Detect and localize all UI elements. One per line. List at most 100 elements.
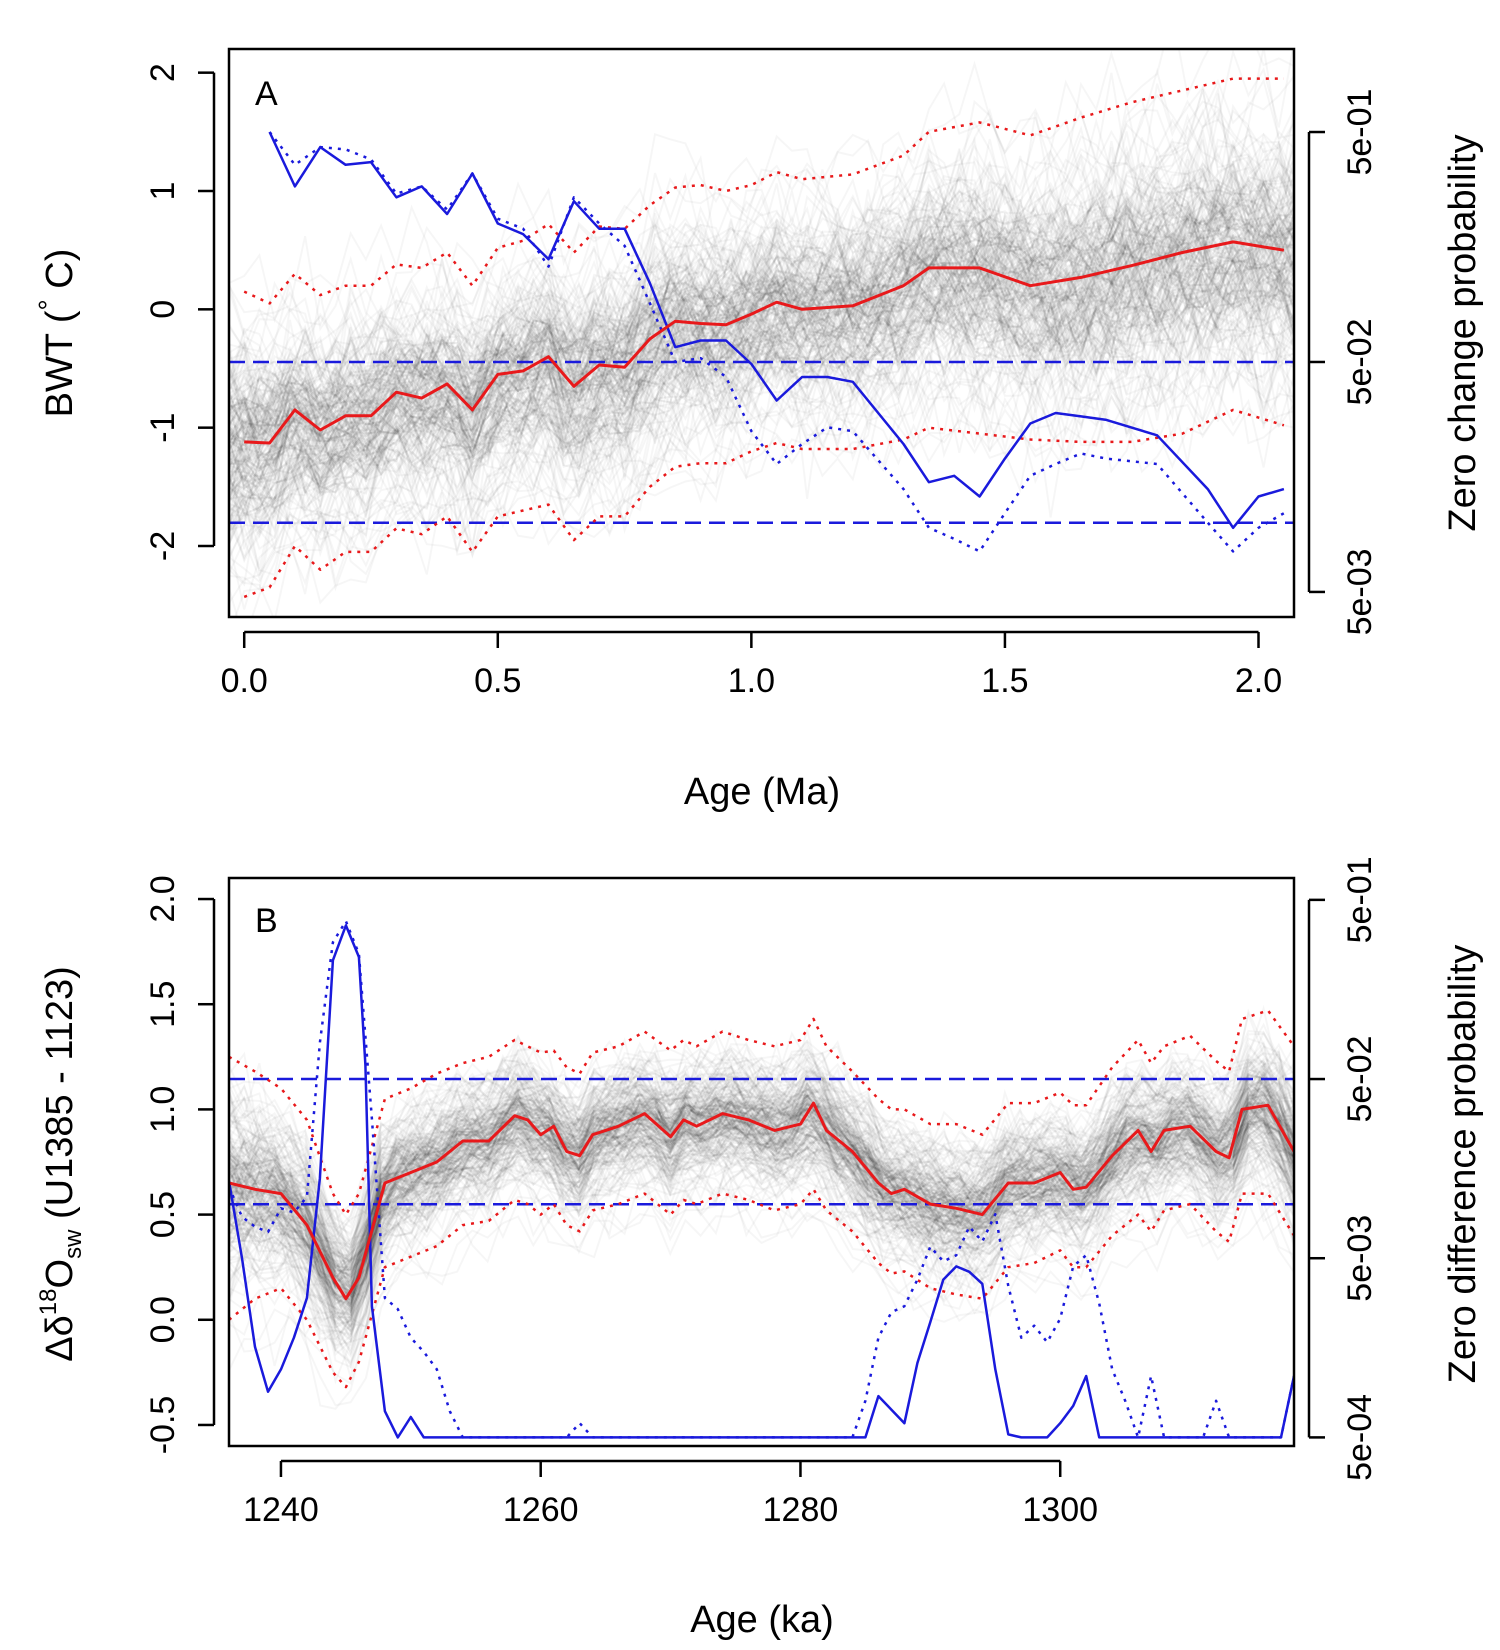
ensemble-line	[229, 189, 1294, 439]
y-tick-label: 0	[144, 300, 182, 319]
ensemble-line	[229, 1119, 1294, 1316]
ensemble-line	[229, 1129, 1294, 1343]
ensemble-line	[229, 1090, 1294, 1278]
ensemble-line	[229, 1113, 1294, 1299]
ensemble-line	[229, 193, 1294, 467]
ensemble-line	[229, 1112, 1294, 1301]
y2-tick-label: 5e-02	[1341, 1036, 1379, 1123]
panel-a-ensemble	[229, 162, 1294, 531]
ensemble-line	[229, 231, 1294, 474]
ensemble-line	[229, 1070, 1294, 1289]
panel-a-frame	[227, 47, 1296, 619]
panel-b-x-axis-title: Age (ka)	[690, 1599, 834, 1641]
ensemble-line	[229, 175, 1294, 425]
ensemble-line	[229, 268, 1294, 512]
ensemble-line	[229, 180, 1294, 413]
ensemble-line	[229, 178, 1294, 451]
panel-a-ylabel-base: BWT (	[39, 310, 81, 417]
ensemble-line	[229, 188, 1294, 443]
ensemble-line	[229, 258, 1294, 470]
ensemble-line	[229, 1119, 1294, 1308]
y-tick-label: 1.5	[144, 981, 182, 1028]
ensemble-line	[229, 217, 1294, 453]
ensemble-line	[229, 1110, 1294, 1305]
ensemble-line	[229, 178, 1294, 430]
ensemble-line	[229, 1125, 1294, 1326]
y-tick-label: 1	[144, 182, 182, 201]
panel-b-axes: 1240 1260 1280 1300 -0.5 0.0 0.5 1.0 1.5 2.0 5e-04…	[144, 856, 1379, 1529]
panel-b-ylabel-sup: 18	[35, 1288, 62, 1315]
ensemble-line	[229, 1135, 1294, 1333]
y-tick-label: -2	[144, 531, 182, 561]
ensemble-line	[229, 245, 1294, 484]
x-tick-label: 1300	[1022, 1491, 1098, 1529]
panel-b-y2-axis-title: Zero difference probability	[1442, 945, 1484, 1384]
series-upper-bound-line	[229, 1009, 1294, 1216]
ensemble-line	[229, 254, 1294, 478]
ensemble-line	[229, 1073, 1294, 1280]
ensemble-line	[229, 1127, 1294, 1328]
x-tick-label: 1260	[503, 1491, 579, 1529]
panel-a-ylabel-degree: °	[33, 299, 64, 310]
series-lower-bound-line	[229, 1188, 1294, 1389]
panel-a-label: A	[255, 75, 278, 113]
ensemble-line	[229, 1088, 1294, 1290]
panel-b-ylabel-delta: Δδ	[39, 1315, 81, 1362]
panel-a-ylabel-unit: C)	[39, 249, 81, 300]
series-median-line	[244, 240, 1285, 445]
ensemble-line	[229, 1075, 1294, 1268]
ensemble-line	[229, 215, 1294, 444]
ensemble-line	[229, 1105, 1294, 1306]
x-tick-label: 1.0	[728, 662, 775, 700]
ensemble-line	[229, 1083, 1294, 1294]
y2-tick-label: 5e-01	[1341, 856, 1379, 943]
ensemble-line	[229, 205, 1294, 448]
ensemble-line	[229, 189, 1294, 439]
ensemble-line	[229, 292, 1294, 516]
series-median-line	[229, 1101, 1294, 1301]
panel-a-series	[229, 77, 1294, 599]
ensemble-line	[229, 266, 1294, 503]
panel-a-x-axis-title: Age (Ma)	[684, 771, 840, 813]
ensemble-line	[229, 162, 1294, 396]
ensemble-line	[229, 258, 1294, 501]
ensemble-line	[229, 1077, 1294, 1273]
x-tick-label: 1280	[763, 1491, 839, 1529]
ensemble-line	[229, 242, 1294, 486]
ensemble-line	[229, 1110, 1294, 1300]
ensemble-line	[229, 223, 1294, 464]
panel-b-y-axis-title: Δδ18Osw (U1385 - 1123)	[35, 966, 87, 1361]
ensemble-line	[229, 1099, 1294, 1303]
ensemble-line	[229, 1116, 1294, 1323]
ensemble-line	[229, 1057, 1294, 1257]
ensemble-line	[229, 1074, 1294, 1282]
x-tick-label: 0.0	[221, 662, 268, 700]
ensemble-line	[229, 1093, 1294, 1300]
ensemble-line	[229, 1096, 1294, 1288]
x-tick-label: 1240	[243, 1491, 319, 1529]
panel-b-label: B	[255, 902, 278, 940]
series-probability-line	[229, 924, 1294, 1439]
y2-tick-label: 5e-03	[1341, 1215, 1379, 1302]
series-lower-bound-line	[243, 408, 1285, 599]
ensemble-line	[229, 1081, 1294, 1273]
ensemble-line	[229, 193, 1294, 455]
panel-b-ylabel-rest: (U1385 - 1123)	[39, 966, 81, 1229]
panel-a-axes: 0.0 0.5 1.0 1.5 2.0 -2 -1 0 1 2 5e-03 5e-02 5e-01	[144, 63, 1379, 700]
ensemble-line	[229, 1076, 1294, 1278]
panel-b-frame	[227, 876, 1296, 1448]
panel-b-ylabel-sub: sw	[60, 1229, 87, 1259]
ensemble-line	[229, 1120, 1294, 1298]
ensemble-line	[229, 258, 1294, 516]
y2-tick-label: 5e-04	[1341, 1394, 1379, 1481]
ensemble-line	[229, 1107, 1294, 1306]
ensemble-line	[229, 170, 1294, 402]
ensemble-line	[229, 1103, 1294, 1325]
y-tick-label: 2.0	[144, 875, 182, 922]
ensemble-line	[229, 237, 1294, 483]
ensemble-line	[229, 268, 1294, 490]
y-tick-label: 1.0	[144, 1086, 182, 1133]
series-upper-bound-line	[243, 77, 1284, 305]
